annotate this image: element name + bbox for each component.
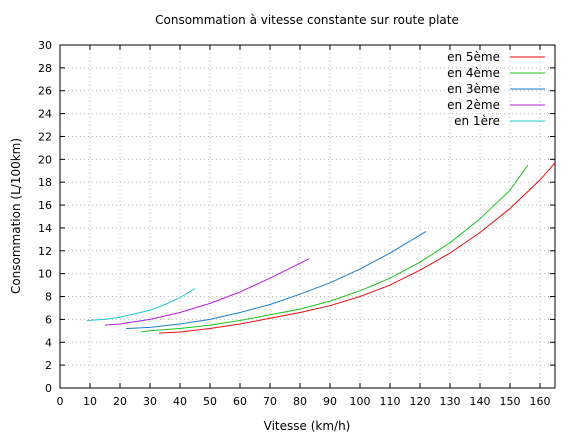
y-tick-label: 14 <box>38 222 52 235</box>
x-axis-label: Vitesse (km/h) <box>264 419 351 433</box>
y-tick-label: 18 <box>38 176 52 189</box>
series-line-4 <box>104 258 310 326</box>
x-tick-label: 130 <box>440 395 461 408</box>
series-line-1 <box>158 162 556 334</box>
x-tick-label: 10 <box>83 395 97 408</box>
y-tick-label: 26 <box>38 85 52 98</box>
legend-label: en 3ème <box>447 82 500 96</box>
x-tick-label: 100 <box>350 395 371 408</box>
x-tick-label: 80 <box>293 395 307 408</box>
x-tick-label: 30 <box>143 395 157 408</box>
chart-title: Consommation à vitesse constante sur rou… <box>155 13 459 27</box>
grid <box>60 45 555 388</box>
x-tick-label: 120 <box>410 395 431 408</box>
y-tick-label: 28 <box>38 62 52 75</box>
y-tick-label: 16 <box>38 199 52 212</box>
y-tick-label: 0 <box>45 382 52 395</box>
y-tick-label: 10 <box>38 268 52 281</box>
series-line-2 <box>140 164 529 333</box>
series-line-3 <box>125 230 427 329</box>
y-tick-label: 30 <box>38 39 52 52</box>
legend-label: en 2ème <box>447 98 500 112</box>
y-tick-label: 4 <box>45 336 52 349</box>
series-line-5 <box>86 288 196 321</box>
x-tick-label: 150 <box>500 395 521 408</box>
x-tick-label: 50 <box>203 395 217 408</box>
legend: en 5ème en 4ème en 3ème en 2ème en 1ère <box>447 50 545 128</box>
y-axis-label: Consommation (L/100km) <box>9 138 23 294</box>
legend-label: en 1ère <box>454 114 500 128</box>
y-tick-label: 8 <box>45 291 52 304</box>
x-tick-label: 20 <box>113 395 127 408</box>
x-tick-label: 60 <box>233 395 247 408</box>
plot-frame <box>59 44 556 389</box>
x-tick-label: 0 <box>57 395 64 408</box>
y-tick-label: 2 <box>45 359 52 372</box>
x-axis: 0 10 20 30 40 50 60 70 80 90 100 110 120 130 140 150 160 <box>57 45 551 408</box>
x-tick-label: 140 <box>470 395 491 408</box>
y-tick-label: 20 <box>38 153 52 166</box>
y-tick-label: 24 <box>38 108 52 121</box>
y-tick-label: 22 <box>38 130 52 143</box>
legend-label: en 4ème <box>447 66 500 80</box>
legend-label: en 5ème <box>447 50 500 64</box>
y-tick-label: 12 <box>38 245 52 258</box>
x-tick-label: 70 <box>263 395 277 408</box>
x-tick-label: 40 <box>173 395 187 408</box>
series-group <box>86 162 556 334</box>
x-tick-label: 160 <box>530 395 551 408</box>
y-tick-label: 6 <box>45 313 52 326</box>
x-tick-label: 90 <box>323 395 337 408</box>
x-tick-label: 110 <box>380 395 401 408</box>
